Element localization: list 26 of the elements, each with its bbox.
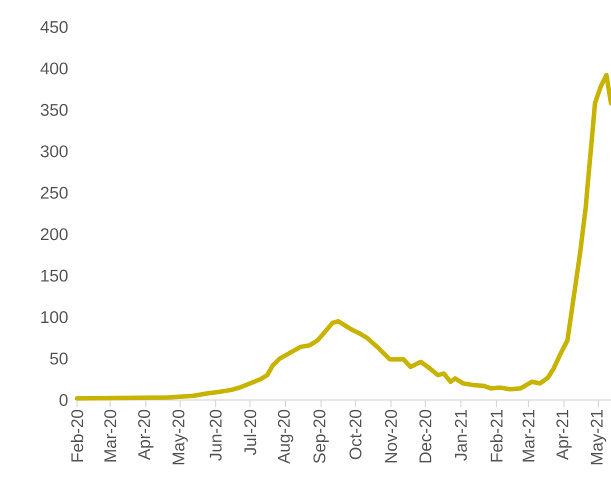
x-tick-label: Aug-20 [278, 410, 294, 464]
x-tick-label: Jun-20 [210, 410, 222, 461]
y-tick-label: 400 [40, 62, 68, 74]
x-tick-label: Jan-21 [454, 410, 467, 461]
y-tick-label: 350 [40, 104, 68, 116]
x-tick-label: Mar-20 [104, 410, 116, 462]
x-tick-label: May-21 [590, 410, 606, 464]
y-tick-label: 0 [60, 394, 68, 406]
x-tick-label: Feb-21 [490, 410, 503, 462]
x-tick-label: Jul-20 [244, 410, 256, 456]
x-tick-label: Mar-21 [522, 410, 535, 462]
x-tick-label: Feb-20 [70, 410, 84, 462]
y-tick-label: 50 [50, 352, 68, 365]
x-tick-label: Nov-20 [384, 410, 397, 462]
y-tick-label: 250 [40, 186, 68, 199]
y-tick-label: 450 [40, 21, 68, 34]
x-tick-label: Sep-20 [313, 410, 329, 464]
x-tick-label: May-20 [172, 410, 188, 464]
x-tick-label: Oct-20 [349, 410, 362, 460]
y-tick-label: 200 [40, 228, 68, 240]
x-tick-label: Dec-20 [419, 410, 432, 462]
x-tick-label: Apr-21 [556, 410, 572, 460]
y-tick-label: 300 [40, 145, 68, 158]
y-tick-label: 150 [41, 270, 68, 282]
y-tick-label: 100 [41, 311, 68, 324]
x-tick-label: Apr-20 [138, 410, 154, 460]
